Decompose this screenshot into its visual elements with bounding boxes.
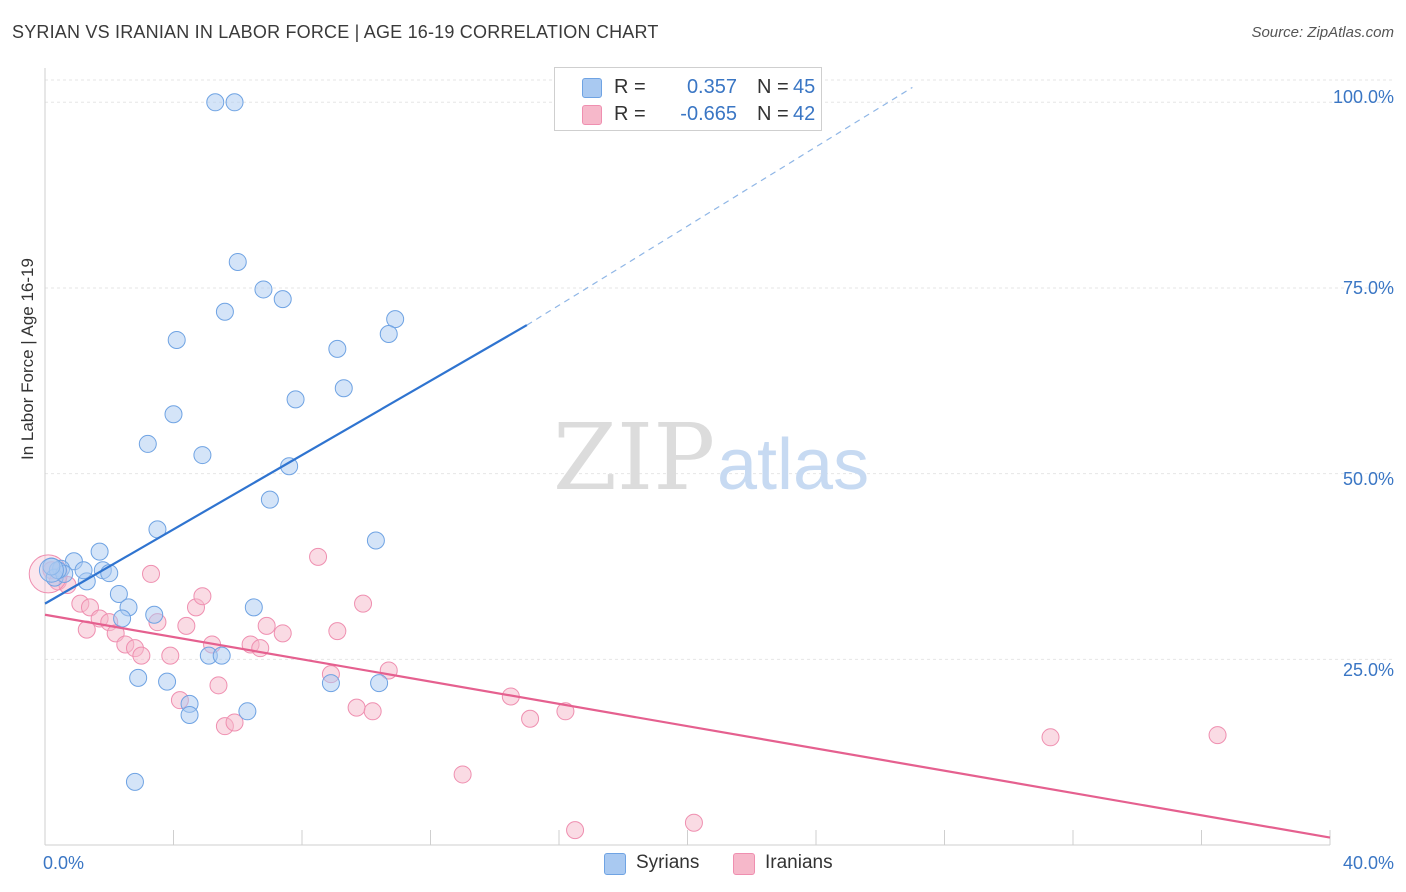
iranians-r-value: -0.665 — [680, 103, 737, 125]
iranians-point — [684, 813, 703, 832]
iranians-point — [363, 702, 382, 721]
syrians-point — [215, 302, 234, 321]
syrians-point — [225, 93, 244, 112]
legend-stats: R = 0.357 N = 45 R = -0.665 N = 42 — [554, 67, 822, 131]
syrians-point — [193, 446, 212, 465]
syrians-n-value: 45 — [793, 76, 816, 98]
syrians-point — [180, 706, 199, 725]
syrians-point — [386, 310, 405, 329]
syrians-point — [125, 772, 144, 791]
iranians-point — [1208, 726, 1227, 745]
series-legend: Syrians Iranians — [0, 852, 1406, 876]
iranians-point — [566, 821, 585, 840]
iranians-points — [28, 547, 1227, 840]
syrians-point — [370, 674, 389, 693]
x-tick-max: 40.0% — [1342, 853, 1394, 873]
iranians-legend-label: Iranians — [765, 852, 833, 873]
y-tick-100: 100.0% — [1332, 87, 1394, 107]
iranians-point — [225, 713, 244, 732]
iranians-point — [309, 547, 328, 566]
trend-lines — [44, 86, 1331, 839]
syrians-point — [286, 390, 305, 409]
iranians-point — [257, 616, 276, 635]
iranians-swatch — [582, 105, 602, 125]
syrians-point — [206, 93, 225, 112]
iranians-r-label: R = — [614, 103, 646, 125]
iranians-point — [177, 616, 196, 635]
y-tick-50: 50.0% — [1342, 469, 1394, 489]
syrians-point — [366, 531, 385, 550]
watermark-zip: ZIP — [553, 404, 715, 511]
syrians-point — [158, 672, 177, 691]
syrians-point — [328, 339, 347, 358]
iranians-point — [1041, 728, 1060, 747]
iranians-point — [209, 676, 228, 695]
syrians-point — [145, 605, 164, 624]
y-tick-75: 75.0% — [1342, 278, 1394, 298]
syrians-point — [129, 668, 148, 687]
syrians-r-label: R = — [614, 76, 646, 98]
source-label: Source: ZipAtlas.com — [1251, 24, 1394, 41]
syrians-point — [138, 434, 157, 453]
syrians-point — [228, 252, 247, 271]
syrians-point — [109, 584, 128, 603]
syrians-legend-swatch — [604, 853, 626, 875]
syrians-point — [379, 325, 398, 344]
syrians-cluster-point — [38, 557, 64, 583]
syrians-trend-extension — [526, 86, 913, 326]
grid-lines — [45, 79, 1392, 660]
iranians-point — [453, 765, 472, 784]
iranians-legend-swatch — [733, 853, 755, 875]
iranians-point — [132, 646, 151, 665]
syrians-point — [321, 674, 340, 693]
iranians-point — [193, 587, 212, 606]
syrians-point — [238, 702, 257, 721]
syrians-swatch — [582, 78, 602, 98]
syrians-points — [38, 93, 405, 791]
chart-title: SYRIAN VS IRANIAN IN LABOR FORCE | AGE 1… — [12, 22, 659, 42]
iranians-n-value: 42 — [793, 103, 816, 125]
syrians-point — [164, 405, 183, 424]
x-tick-min: 0.0% — [43, 853, 85, 873]
syrians-n-label: N = — [757, 76, 789, 98]
syrians-r-value: 0.357 — [686, 76, 737, 98]
syrians-point — [90, 542, 109, 561]
syrians-point — [74, 561, 93, 580]
syrians-point — [334, 379, 353, 398]
syrians-point — [113, 609, 132, 628]
watermark: ZIP atlas — [553, 404, 869, 511]
syrians-point — [212, 646, 231, 665]
watermark-atlas: atlas — [717, 425, 869, 505]
syrians-legend-label: Syrians — [636, 852, 700, 873]
syrians-trend-line — [44, 324, 528, 605]
iranians-point — [273, 624, 292, 643]
iranians-n-label: N = — [757, 103, 789, 125]
iranians-point — [347, 698, 366, 717]
iranians-point — [556, 702, 575, 721]
syrians-point — [244, 598, 263, 617]
syrians-point — [273, 290, 292, 309]
syrians-point — [254, 280, 273, 299]
syrians-point — [167, 330, 186, 349]
y-tick-25: 25.0% — [1342, 660, 1394, 680]
y-axis-label: In Labor Force | Age 16-19 — [18, 258, 37, 460]
syrians-point — [260, 490, 279, 509]
iranians-point — [521, 709, 540, 728]
iranians-point — [161, 646, 180, 665]
iranians-trend-line — [44, 613, 1331, 839]
iranians-point — [328, 622, 347, 641]
iranians-point — [142, 564, 161, 583]
axes — [44, 68, 1331, 846]
iranians-point — [354, 594, 373, 613]
